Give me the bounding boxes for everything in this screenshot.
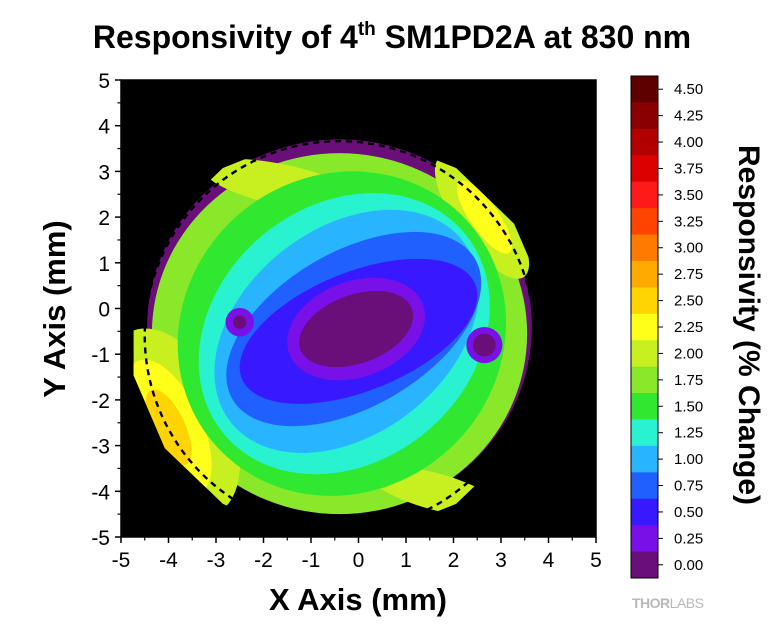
- spot-0.00: [233, 315, 247, 329]
- colorbar: 4.50 4.25 4.00 3.75 3.50 3.25 3.00 2.75 2.50 2.25…: [630, 75, 703, 579]
- logo-light: LABS: [670, 595, 704, 611]
- x-tick-label: 2: [448, 549, 460, 572]
- colorbar-label: 4.00: [674, 134, 703, 151]
- colorbar-swatch: [631, 393, 658, 420]
- logo-bold: THOR: [632, 595, 670, 611]
- colorbar-label: 2.25: [674, 319, 703, 336]
- spot-0.00: [472, 333, 496, 357]
- x-tick-label: -4: [159, 549, 178, 572]
- colorbar-swatch: [631, 234, 658, 262]
- colorbar-swatch: [631, 208, 658, 236]
- colorbar-swatch: [631, 260, 658, 288]
- y-tick-label: 0: [98, 299, 110, 322]
- colorbar-label: 1.50: [674, 398, 703, 415]
- colorbar-label: 1.75: [674, 372, 703, 389]
- x-tick-label: 1: [400, 549, 412, 572]
- colorbar-swatch: [631, 472, 658, 500]
- y-tick-label: -1: [91, 344, 110, 367]
- plot-area: [133, 139, 536, 532]
- y-tick-label: 5: [98, 70, 110, 93]
- colorbar-swatch: [631, 525, 658, 553]
- x-tick-label: 3: [495, 549, 507, 572]
- colorbar-swatch: [631, 419, 658, 447]
- colorbar-label: 2.00: [674, 345, 703, 362]
- colorbar-title: Responsivity (% Change): [732, 145, 765, 505]
- colorbar-label: 2.50: [674, 293, 703, 310]
- x-tick-label: -5: [112, 549, 131, 572]
- y-tick-label: -3: [91, 436, 110, 459]
- edge-band-2.50: [145, 389, 192, 466]
- thorlabs-logo: THORLABS: [632, 595, 704, 611]
- x-tick-label: 0: [353, 549, 365, 572]
- colorbar-swatch: [631, 313, 658, 341]
- colorbar-label: 3.25: [674, 213, 703, 230]
- contour-fill: [133, 139, 532, 518]
- chart-title: Responsivity of 4th SM1PD2A at 830 nm: [93, 19, 691, 55]
- colorbar-swatch: [631, 128, 658, 156]
- x-axis-label: X Axis (mm): [269, 582, 447, 617]
- y-tick-label: 1: [98, 253, 110, 276]
- detector-dashed-outline: [143, 139, 536, 532]
- colorbar-swatch: [631, 445, 658, 473]
- y-tick-label: -5: [91, 527, 110, 550]
- y-axis-ticks: 5 4 3 2 1 0 -1 -2 -3 -4 -5: [91, 70, 121, 550]
- x-tick-label: -1: [302, 549, 321, 572]
- colorbar-label: 3.00: [674, 240, 703, 257]
- y-tick-label: -2: [91, 390, 110, 413]
- colorbar-swatch: [631, 366, 658, 394]
- x-tick-label: 5: [590, 549, 602, 572]
- x-tick-label: -2: [254, 549, 273, 572]
- colorbar-swatch: [631, 155, 658, 183]
- y-tick-label: -4: [91, 481, 110, 504]
- x-tick-label: -3: [207, 549, 226, 572]
- colorbar-swatch: [631, 340, 658, 368]
- y-tick-label: 2: [98, 207, 110, 230]
- colorbar-label: 4.25: [674, 108, 703, 125]
- contour-band-0.00: [299, 290, 414, 368]
- colorbar-label: 2.75: [674, 266, 703, 283]
- colorbar-label: 1.25: [674, 425, 703, 442]
- title-prefix: Responsivity of 4: [93, 19, 358, 55]
- colorbar-swatch: [631, 287, 658, 315]
- y-axis-label: Y Axis (mm): [37, 220, 72, 397]
- colorbar-swatch: [631, 181, 658, 209]
- colorbar-label: 0.75: [674, 478, 703, 495]
- colorbar-label: 1.00: [674, 451, 703, 468]
- y-tick-label: 4: [98, 116, 110, 139]
- colorbar-swatch: [631, 102, 658, 130]
- x-tick-label: 4: [543, 549, 555, 572]
- colorbar-frame: [630, 75, 659, 579]
- colorbar-swatch: [631, 76, 658, 103]
- x-axis-ticks: -5 -4 -3 -2 -1 0 1 2 3 4 5: [112, 537, 602, 572]
- y-tick-label: 3: [98, 161, 110, 184]
- colorbar-label: 0.25: [674, 530, 703, 547]
- colorbar-swatch: [631, 551, 658, 579]
- edge-band-2.25: [456, 180, 512, 254]
- colorbar-label: 3.75: [674, 160, 703, 177]
- colorbar-label: 0.00: [674, 557, 703, 574]
- colorbar-label: 0.50: [674, 504, 703, 521]
- title-superscript: th: [358, 19, 376, 40]
- title-suffix: SM1PD2A at 830 nm: [376, 19, 691, 55]
- colorbar-swatch: [631, 498, 658, 526]
- colorbar-label: 3.50: [674, 187, 703, 204]
- colorbar-label: 4.50: [674, 81, 703, 98]
